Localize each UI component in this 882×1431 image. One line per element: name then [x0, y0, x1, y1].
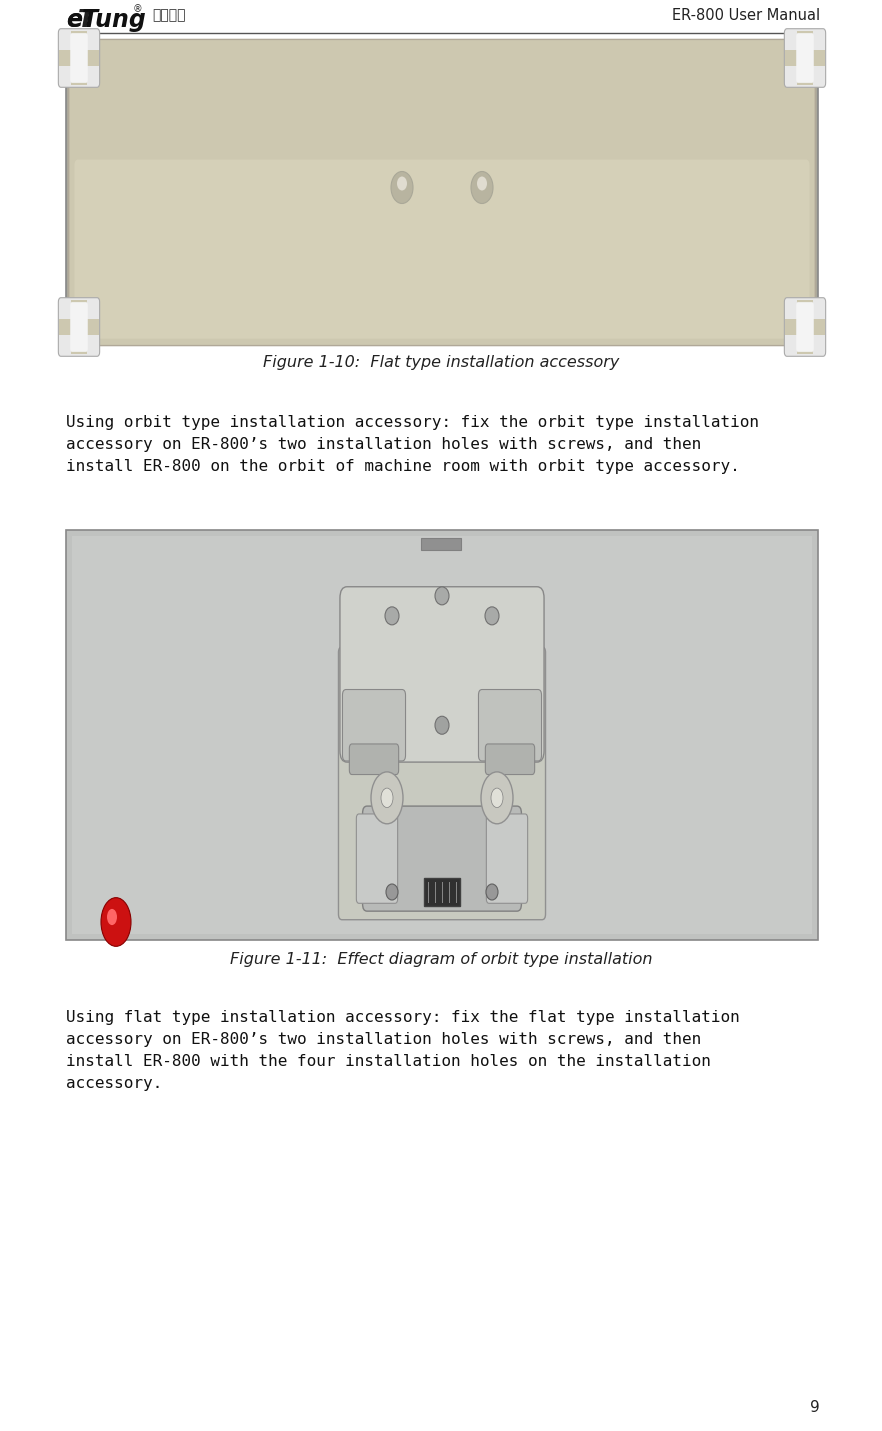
- Ellipse shape: [435, 717, 449, 734]
- Bar: [59, 319, 99, 335]
- FancyBboxPatch shape: [796, 33, 814, 83]
- FancyBboxPatch shape: [363, 806, 521, 912]
- FancyBboxPatch shape: [796, 302, 814, 352]
- Text: Figure 1-10:  Flat type installation accessory: Figure 1-10: Flat type installation acce…: [263, 355, 619, 371]
- FancyBboxPatch shape: [71, 33, 88, 83]
- Text: accessory.: accessory.: [66, 1076, 162, 1090]
- Text: ER-800 User Manual: ER-800 User Manual: [672, 9, 820, 23]
- Text: Using orbit type installation accessory: fix the orbit type installation: Using orbit type installation accessory:…: [66, 415, 759, 429]
- FancyBboxPatch shape: [784, 29, 826, 87]
- FancyBboxPatch shape: [784, 298, 826, 356]
- FancyBboxPatch shape: [74, 159, 810, 339]
- Ellipse shape: [435, 587, 449, 605]
- Bar: [72, 537, 812, 934]
- Bar: [71, 301, 87, 353]
- FancyBboxPatch shape: [58, 29, 100, 87]
- Ellipse shape: [397, 176, 407, 190]
- FancyBboxPatch shape: [342, 690, 406, 761]
- Bar: [785, 319, 825, 335]
- FancyBboxPatch shape: [58, 298, 100, 356]
- FancyBboxPatch shape: [486, 814, 527, 903]
- Text: Figure 1-11:  Effect diagram of orbit type installation: Figure 1-11: Effect diagram of orbit typ…: [230, 952, 653, 967]
- Text: accessory on ER-800’s two installation holes with screws, and then: accessory on ER-800’s two installation h…: [66, 436, 701, 452]
- Bar: [421, 538, 461, 550]
- Ellipse shape: [386, 884, 398, 900]
- FancyBboxPatch shape: [339, 647, 546, 920]
- Bar: [66, 40, 818, 345]
- Circle shape: [107, 909, 117, 924]
- Ellipse shape: [471, 172, 493, 203]
- Text: Using flat type installation accessory: fix the flat type installation: Using flat type installation accessory: …: [66, 1010, 740, 1025]
- Bar: [797, 31, 813, 84]
- FancyBboxPatch shape: [356, 814, 398, 903]
- Text: T: T: [78, 9, 93, 31]
- Ellipse shape: [391, 172, 413, 203]
- Bar: [785, 50, 825, 66]
- Text: accessory on ER-800’s two installation holes with screws, and then: accessory on ER-800’s two installation h…: [66, 1032, 701, 1047]
- Circle shape: [491, 788, 503, 807]
- FancyBboxPatch shape: [478, 690, 542, 761]
- Text: install ER-800 with the four installation holes on the installation: install ER-800 with the four installatio…: [66, 1055, 711, 1069]
- Text: ®: ®: [132, 4, 142, 14]
- Text: eTung: eTung: [66, 9, 146, 31]
- FancyBboxPatch shape: [69, 40, 815, 345]
- Circle shape: [481, 771, 513, 824]
- Ellipse shape: [486, 884, 498, 900]
- Text: e: e: [66, 9, 82, 31]
- Ellipse shape: [485, 607, 499, 625]
- Text: 骄唐科技: 骄唐科技: [153, 9, 186, 21]
- Bar: [797, 301, 813, 353]
- Text: install ER-800 on the orbit of machine room with orbit type accessory.: install ER-800 on the orbit of machine r…: [66, 459, 740, 474]
- Text: 9: 9: [811, 1400, 820, 1415]
- Circle shape: [101, 897, 131, 946]
- FancyBboxPatch shape: [485, 744, 534, 774]
- Ellipse shape: [477, 176, 487, 190]
- FancyBboxPatch shape: [71, 302, 88, 352]
- Ellipse shape: [385, 607, 399, 625]
- Bar: [66, 529, 818, 940]
- Bar: [424, 879, 460, 906]
- FancyBboxPatch shape: [349, 744, 399, 774]
- Circle shape: [371, 771, 403, 824]
- Circle shape: [381, 788, 393, 807]
- Bar: [71, 31, 87, 84]
- FancyBboxPatch shape: [340, 587, 544, 763]
- Bar: [59, 50, 99, 66]
